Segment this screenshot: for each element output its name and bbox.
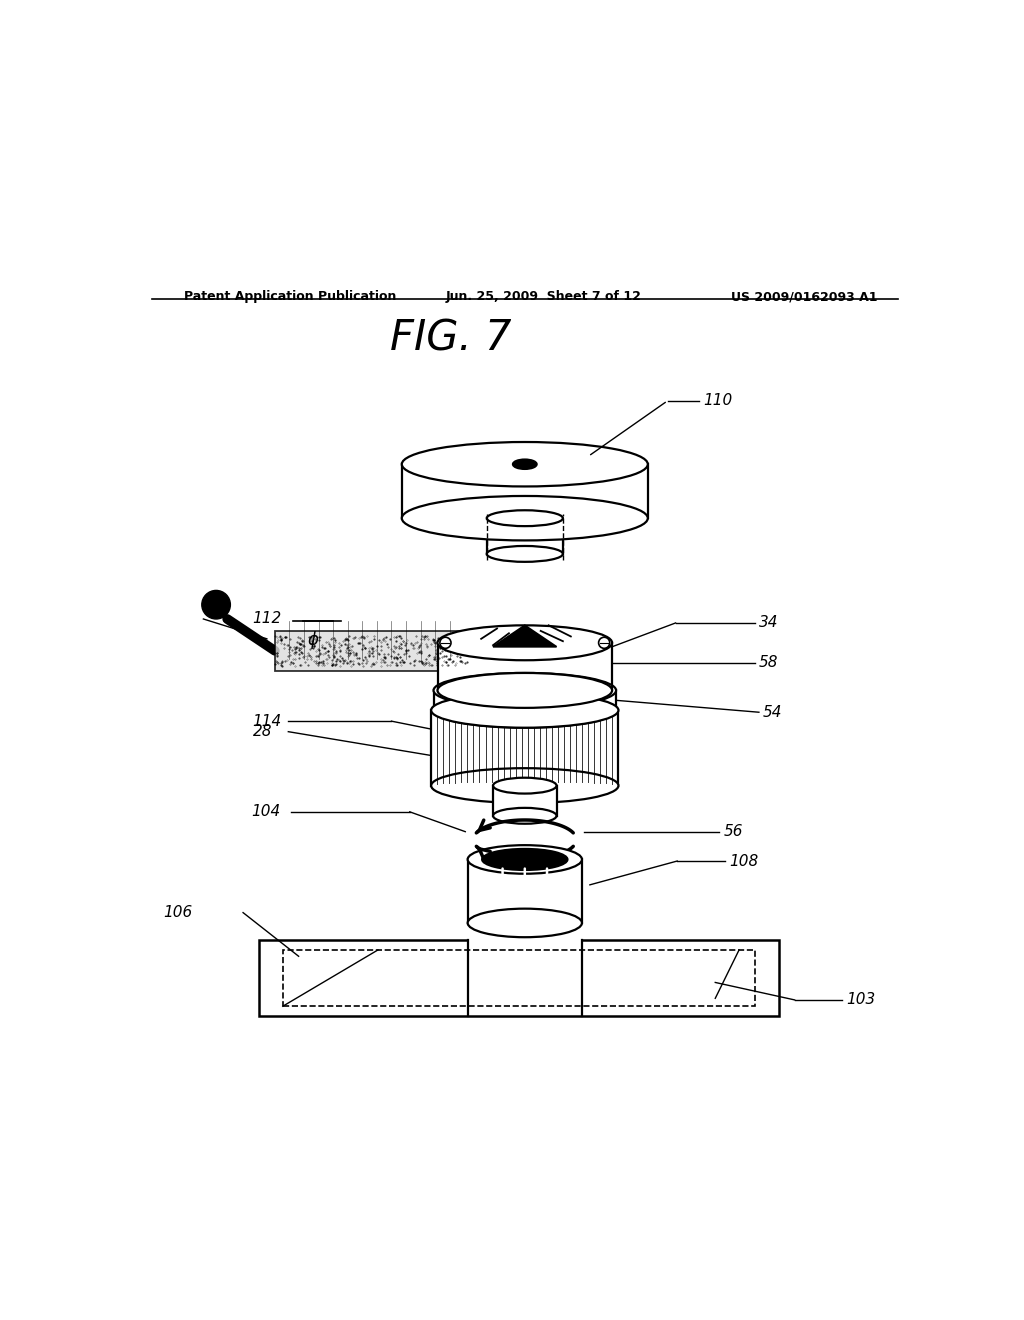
Polygon shape — [494, 626, 557, 647]
Ellipse shape — [401, 496, 648, 540]
Ellipse shape — [514, 631, 536, 639]
Text: 56: 56 — [723, 824, 742, 840]
Text: 34: 34 — [759, 615, 778, 631]
Ellipse shape — [401, 442, 648, 487]
Ellipse shape — [468, 908, 582, 937]
Bar — [431, 710, 618, 785]
Text: 106: 106 — [164, 906, 193, 920]
Text: 58: 58 — [759, 655, 778, 671]
Circle shape — [440, 638, 451, 648]
Bar — [437, 643, 612, 690]
Ellipse shape — [482, 849, 567, 870]
Text: 112: 112 — [253, 611, 282, 627]
Text: 110: 110 — [703, 393, 732, 408]
Bar — [468, 859, 582, 923]
Ellipse shape — [514, 636, 536, 645]
Bar — [259, 940, 778, 1016]
Ellipse shape — [437, 626, 612, 660]
Text: 104: 104 — [251, 804, 281, 820]
Text: 114: 114 — [253, 714, 282, 729]
Bar — [468, 861, 582, 944]
Bar — [283, 950, 755, 1006]
Text: 108: 108 — [729, 854, 758, 869]
Ellipse shape — [468, 845, 582, 874]
Text: Patent Application Publication: Patent Application Publication — [183, 290, 396, 304]
Text: 103: 103 — [846, 993, 876, 1007]
Circle shape — [202, 590, 230, 619]
Text: $\phi$: $\phi$ — [307, 628, 319, 651]
Ellipse shape — [433, 693, 616, 727]
Bar — [494, 785, 557, 816]
Bar — [433, 690, 616, 710]
Text: 28: 28 — [253, 725, 272, 739]
Bar — [401, 465, 648, 519]
Ellipse shape — [486, 546, 563, 562]
Circle shape — [599, 638, 609, 648]
Text: 54: 54 — [763, 705, 782, 719]
Bar — [486, 519, 563, 554]
Ellipse shape — [433, 673, 616, 708]
Ellipse shape — [493, 808, 557, 824]
Polygon shape — [274, 631, 469, 671]
Ellipse shape — [431, 768, 618, 803]
Ellipse shape — [431, 693, 618, 727]
Ellipse shape — [486, 511, 563, 527]
Ellipse shape — [437, 673, 612, 708]
Text: US 2009/0162093 A1: US 2009/0162093 A1 — [731, 290, 878, 304]
Ellipse shape — [493, 777, 557, 793]
Ellipse shape — [513, 459, 537, 469]
Text: FIG. 7: FIG. 7 — [390, 317, 511, 359]
Text: Jun. 25, 2009  Sheet 7 of 12: Jun. 25, 2009 Sheet 7 of 12 — [445, 290, 641, 304]
